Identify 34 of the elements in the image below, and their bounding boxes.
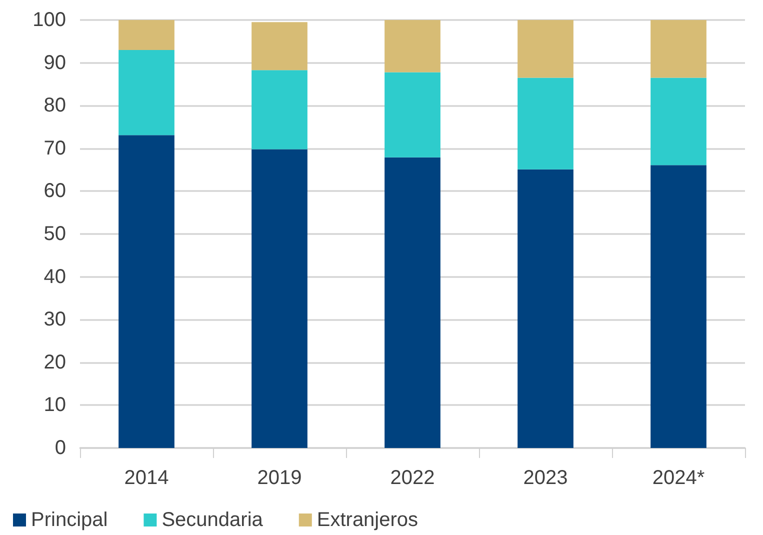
y-tick-label: 60 bbox=[44, 180, 66, 202]
x-tick-label: 2019 bbox=[257, 467, 302, 489]
bar bbox=[118, 20, 174, 50]
bar bbox=[650, 78, 706, 166]
bar bbox=[252, 70, 308, 150]
bar bbox=[252, 149, 308, 448]
y-tick-label: 20 bbox=[44, 351, 66, 374]
bar bbox=[518, 78, 574, 170]
legend-label: Extranjeros bbox=[316, 509, 418, 531]
bar bbox=[384, 157, 440, 448]
x-tick-label: 2024* bbox=[652, 467, 705, 489]
y-tick-label: 90 bbox=[44, 52, 66, 74]
y-tick-label: 40 bbox=[44, 266, 66, 288]
bar bbox=[118, 135, 174, 448]
bar bbox=[518, 169, 574, 448]
legend-label: Principal bbox=[31, 509, 108, 531]
bar bbox=[118, 50, 174, 136]
y-tick-label: 30 bbox=[44, 308, 66, 331]
y-tick-label: 0 bbox=[54, 437, 66, 459]
bar bbox=[384, 72, 440, 158]
x-tick-label: 2022 bbox=[390, 467, 435, 489]
x-tick-label: 2014 bbox=[124, 467, 169, 489]
bar bbox=[650, 165, 706, 448]
y-tick-label: 70 bbox=[44, 137, 66, 160]
y-tick-label: 10 bbox=[44, 394, 66, 416]
y-tick-label: 80 bbox=[44, 94, 66, 117]
bar bbox=[518, 20, 574, 78]
bar bbox=[384, 20, 440, 72]
bar bbox=[252, 22, 308, 70]
x-tick-label: 2023 bbox=[523, 467, 568, 489]
bar bbox=[650, 20, 706, 78]
y-tick-label: 50 bbox=[44, 223, 66, 245]
y-tick-label: 100 bbox=[32, 9, 66, 31]
legend-label: Secundaria bbox=[162, 509, 264, 531]
